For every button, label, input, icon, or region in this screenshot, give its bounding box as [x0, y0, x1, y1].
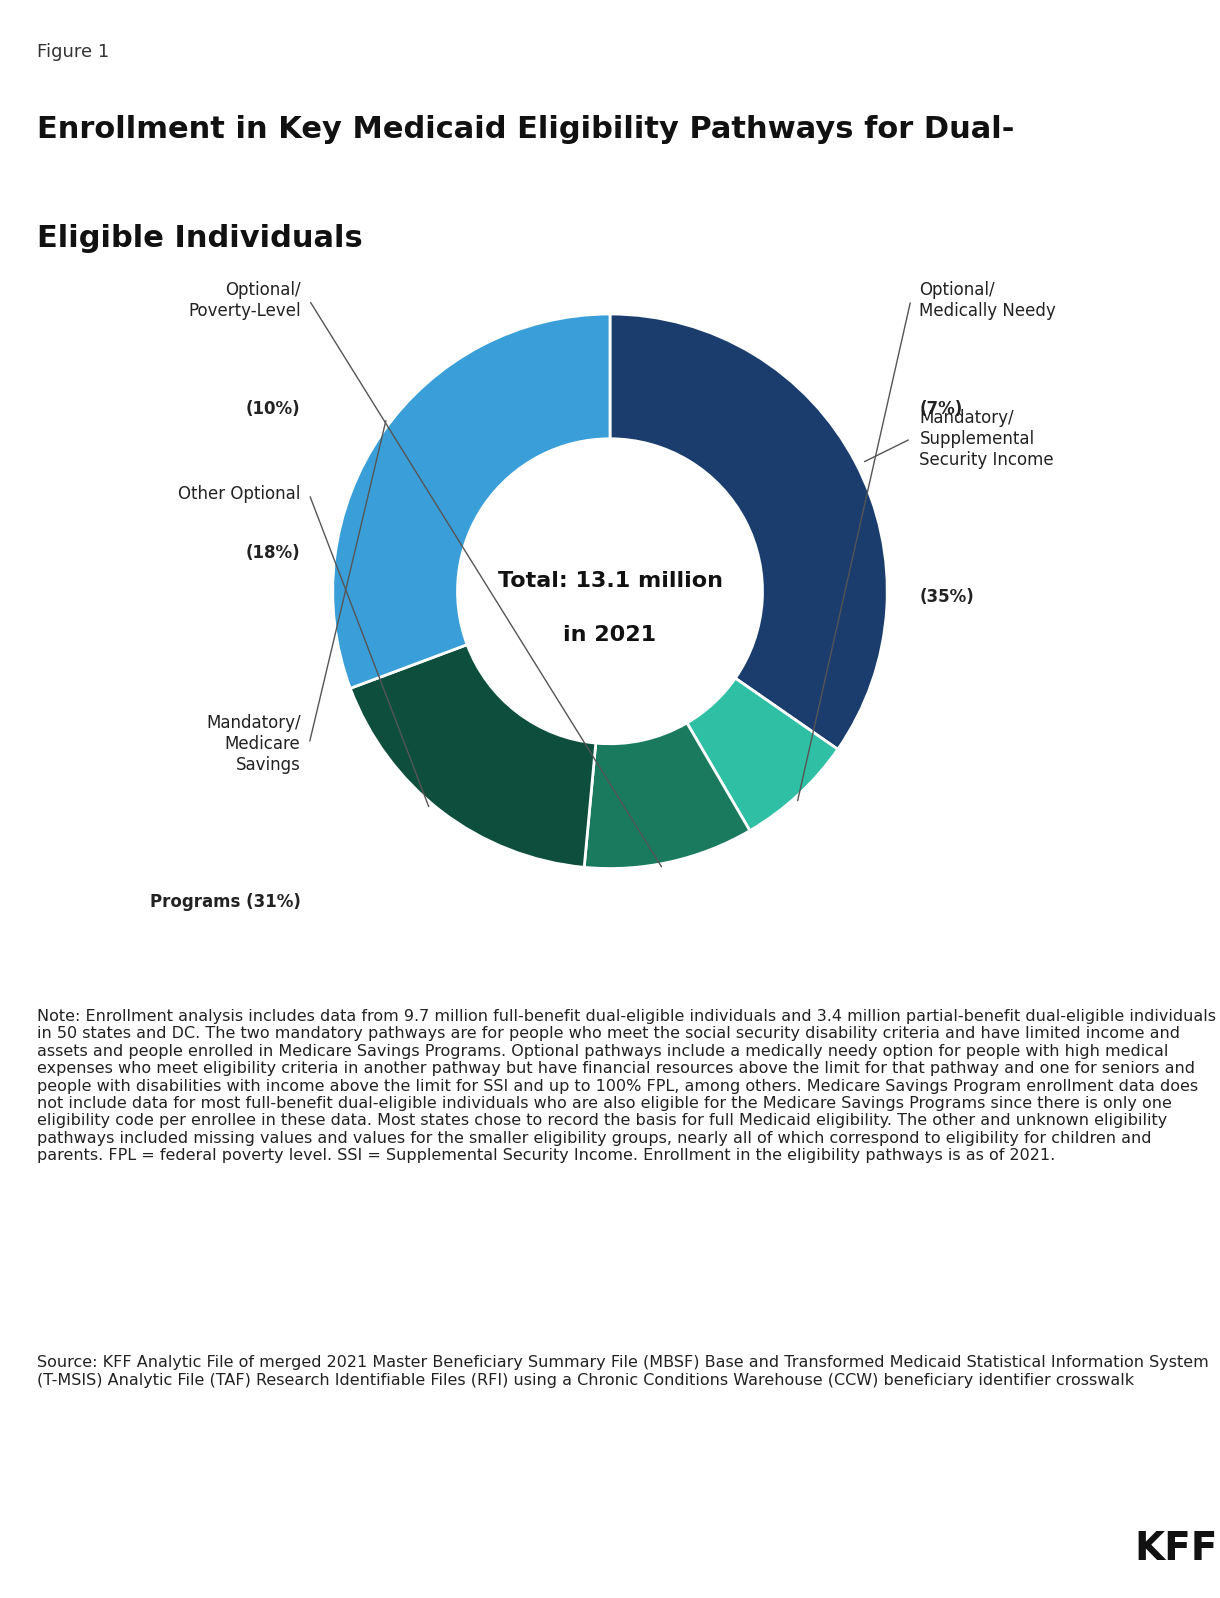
Text: (18%): (18%) — [246, 545, 300, 562]
Text: Programs (31%): Programs (31%) — [150, 893, 300, 911]
Text: (10%): (10%) — [246, 400, 300, 419]
Text: Eligible Individuals: Eligible Individuals — [37, 224, 362, 254]
Text: KFF: KFF — [1135, 1529, 1218, 1568]
Wedge shape — [610, 313, 887, 749]
Text: Mandatory/
Medicare
Savings: Mandatory/ Medicare Savings — [206, 714, 300, 773]
Text: in 2021: in 2021 — [564, 625, 656, 644]
Text: Source: KFF Analytic File of merged 2021 Master Beneficiary Summary File (MBSF) : Source: KFF Analytic File of merged 2021… — [37, 1355, 1208, 1387]
Text: Other Optional: Other Optional — [178, 486, 300, 503]
Wedge shape — [687, 678, 838, 831]
Wedge shape — [584, 722, 750, 869]
Text: Figure 1: Figure 1 — [37, 43, 109, 61]
Text: (7%): (7%) — [920, 400, 963, 419]
Text: Mandatory/
Supplemental
Security Income: Mandatory/ Supplemental Security Income — [920, 409, 1054, 468]
Wedge shape — [333, 313, 610, 689]
Wedge shape — [350, 644, 595, 868]
Text: Enrollment in Key Medicaid Eligibility Pathways for Dual-: Enrollment in Key Medicaid Eligibility P… — [37, 115, 1014, 144]
Text: Optional/
Poverty-Level: Optional/ Poverty-Level — [188, 281, 300, 320]
Text: (35%): (35%) — [920, 588, 975, 607]
Text: Optional/
Medically Needy: Optional/ Medically Needy — [920, 281, 1057, 320]
Text: Total: 13.1 million: Total: 13.1 million — [498, 570, 722, 591]
Text: Note: Enrollment analysis includes data from 9.7 million full-benefit dual-eligi: Note: Enrollment analysis includes data … — [37, 1008, 1215, 1163]
